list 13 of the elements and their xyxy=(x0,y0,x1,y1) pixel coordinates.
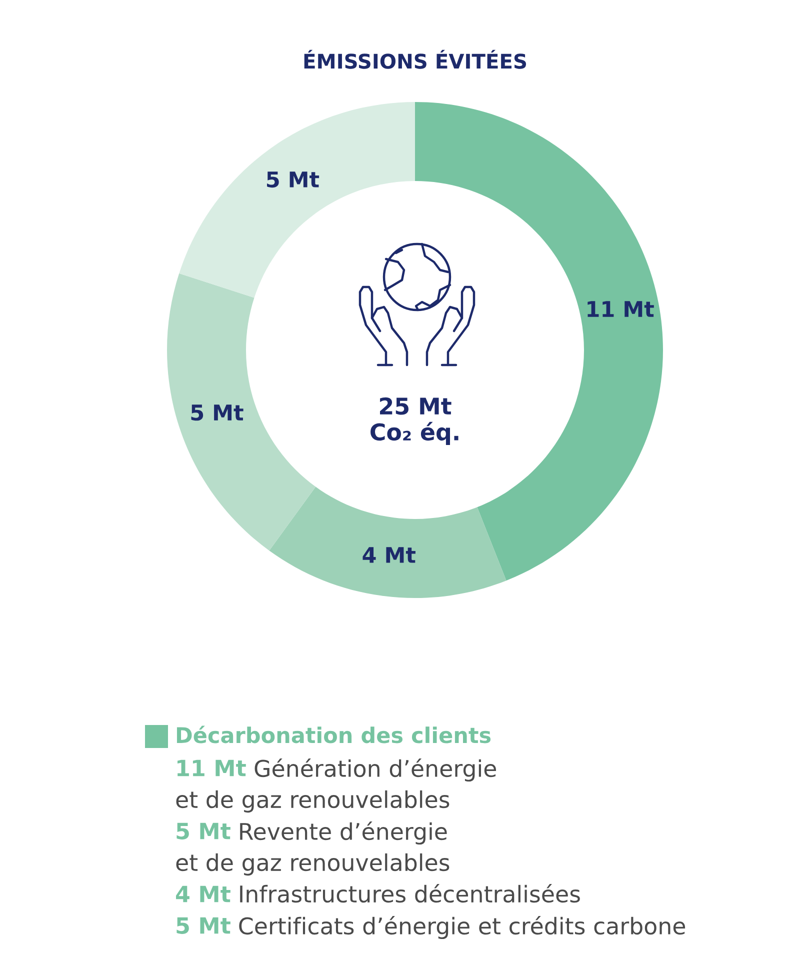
text: 5 Mt xyxy=(176,917,230,934)
data-label: 4 Mt xyxy=(362,547,416,563)
text: 11 Mt xyxy=(178,760,246,776)
text: Infrastructures décentralisées xyxy=(240,884,580,903)
data-label: 11 Mt xyxy=(588,301,654,317)
data-label: 5 Mt xyxy=(191,404,244,421)
text: 5 Mt xyxy=(176,822,230,840)
text: Certificats d’énergie et crédits carbone xyxy=(239,916,686,940)
chart-title: ÉMISSIONS ÉVITÉES xyxy=(304,50,526,69)
legend-label: Décarbonation des clients xyxy=(176,726,491,744)
data-label: 5 Mt xyxy=(267,172,320,188)
text: 4 Mt xyxy=(176,886,230,902)
text: 25 Mt Co₂ éq. xyxy=(370,397,458,446)
